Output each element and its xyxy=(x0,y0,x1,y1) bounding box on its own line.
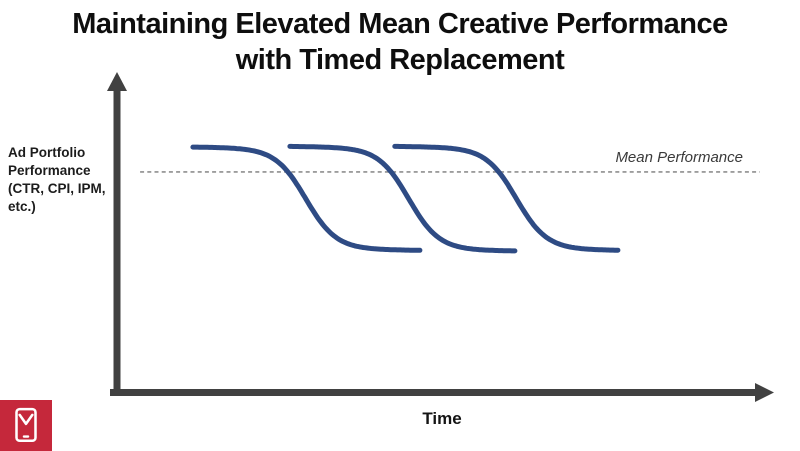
y-axis-label: Ad Portfolio Performance (CTR, CPI, IPM,… xyxy=(8,145,106,214)
performance-curve-3 xyxy=(392,143,621,253)
brand-logo xyxy=(0,400,52,451)
mobile-phone-icon xyxy=(15,407,37,442)
curves-group xyxy=(140,143,760,254)
slide-title-line1: Maintaining Elevated Mean Creative Perfo… xyxy=(72,8,728,40)
phone-chevron-glyph xyxy=(18,413,34,425)
mean-performance-label: Mean Performance xyxy=(615,149,743,166)
x-axis-arrowhead xyxy=(755,383,774,402)
phone-outline xyxy=(15,407,37,442)
slide-title: Maintaining Elevated Mean Creative Perfo… xyxy=(0,6,800,78)
slide-title-line2: with Timed Replacement xyxy=(235,44,565,76)
performance-curve-1 xyxy=(190,144,423,253)
y-axis-arrowhead xyxy=(107,72,127,91)
x-axis-label: Time xyxy=(422,409,462,428)
performance-curve-2 xyxy=(287,143,518,254)
